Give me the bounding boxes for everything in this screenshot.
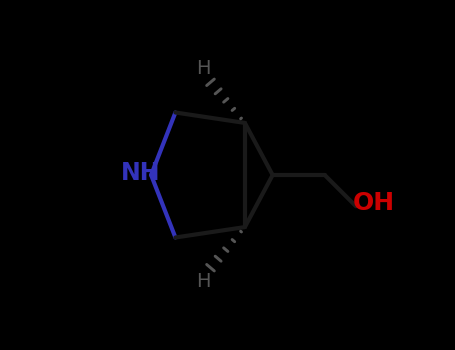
Text: H: H <box>196 272 211 292</box>
Text: NH: NH <box>121 161 161 185</box>
Text: H: H <box>196 58 211 78</box>
Text: OH: OH <box>352 191 394 215</box>
